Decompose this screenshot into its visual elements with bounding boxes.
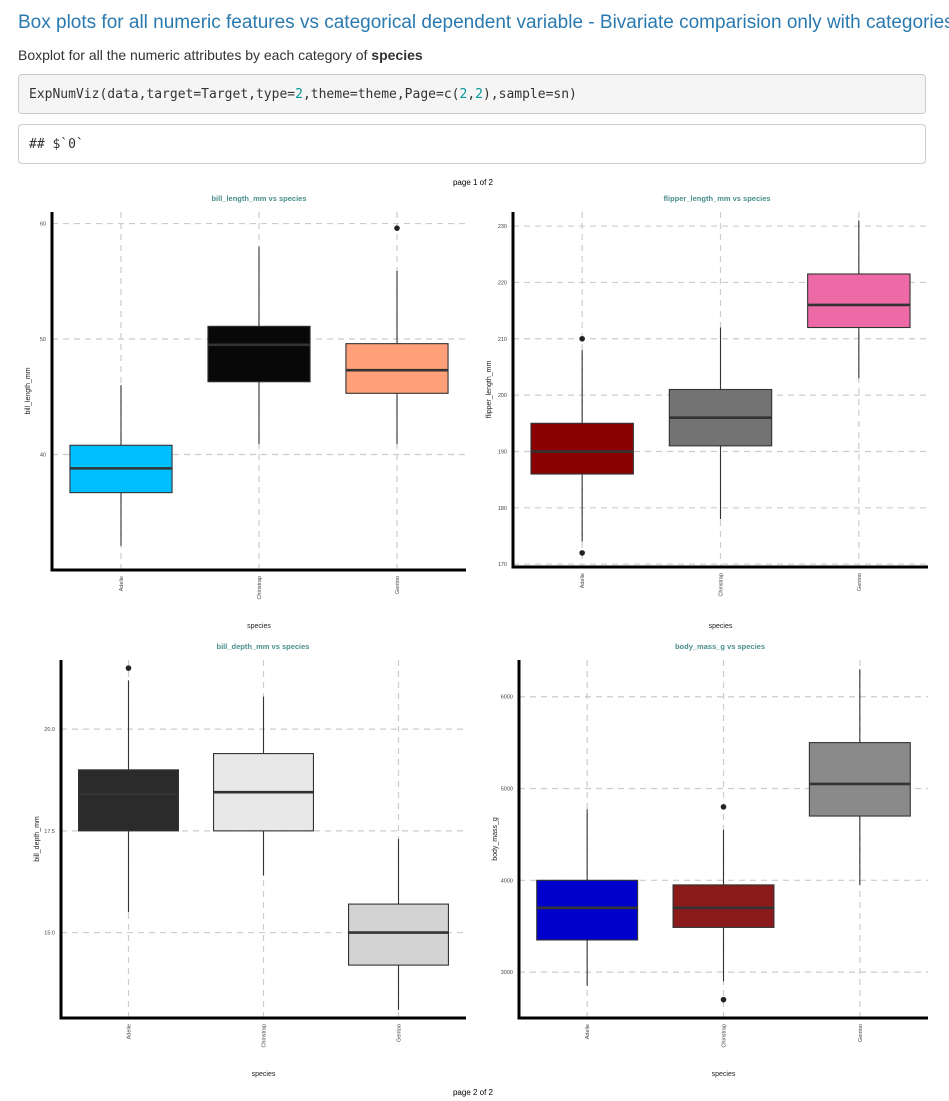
code-part: , [467,87,476,102]
x-tick-label: Adelie [585,1024,591,1039]
subtitle-target: species [371,47,423,63]
page-subtitle: Boxplot for all the numeric attributes b… [18,47,423,63]
code-number: 2 [459,87,468,102]
box [207,325,311,383]
boxplot-panel: 40 50 60 Adelie Chinstrap Gentoo bill_length_m… [25,194,466,630]
y-tick-label: 50 [40,337,46,343]
y-tick-label: 40 [40,453,46,459]
x-tick-label: Adelie [119,576,125,591]
page-label-bottom: page 2 of 2 [453,1088,494,1097]
panel-title: bill_depth_mm vs species [217,642,310,651]
outlier-point [579,550,585,556]
y-tick-label: 15.0 [44,931,55,937]
x-tick-label: Chinstrap [257,576,263,600]
outlier-point [125,665,132,671]
box [808,742,911,817]
page-label-top: page 1 of 2 [453,178,494,187]
y-tick-label: 17.5 [44,829,55,835]
y-tick-label: 220 [498,280,507,286]
box [77,769,180,832]
outlier-point [579,335,585,342]
x-tick-label: Chinstrap [722,1024,728,1048]
box [672,884,775,928]
x-tick-label: Gentoo [397,1024,403,1042]
boxplot-panel: 170 180 190 200 210 220 230 Adelie Chinstrap Gent… [486,194,928,630]
y-tick-label: 6000 [501,695,513,701]
x-tick-label: Gentoo [857,573,863,591]
box [530,422,634,475]
panel-title: flipper_length_mm vs species [663,194,770,203]
x-tick-label: Gentoo [395,576,401,594]
x-axis-label: species [712,1071,736,1078]
y-tick-label: 170 [498,562,507,568]
outlier-point [720,996,727,1003]
x-tick-label: Adelie [127,1024,133,1039]
y-tick-label: 4000 [501,878,513,884]
y-tick-label: 60 [40,222,46,228]
x-tick-label: Chinstrap [719,573,725,597]
y-axis-label: body_mass_g [492,817,499,861]
boxplot-panel: 15.0 17.5 20.0 Adelie Chinstrap Gentoo bill_de… [34,642,466,1078]
boxplot-panel: 3000 4000 5000 6000 Adelie Chinstrap Gentoo bod… [492,642,928,1078]
y-axis-label: flipper_length_mm [486,361,493,419]
panel-title: body_mass_g vs species [675,642,765,651]
x-axis-label: species [252,1071,276,1078]
code-part: ),sample=sn) [482,87,577,102]
y-tick-label: 5000 [501,787,513,793]
y-tick-label: 210 [498,337,507,343]
output-block: ## $`0` [18,124,926,164]
outlier-point [394,225,400,231]
code-part: ,theme=theme,Page=c( [302,87,460,102]
y-tick-label: 190 [498,449,507,455]
y-tick-label: 180 [498,506,507,512]
y-axis-label: bill_length_mm [25,367,32,414]
y-tick-label: 230 [498,224,507,230]
x-tick-label: Adelie [580,573,586,588]
y-axis-label: bill_depth_mm [34,816,41,862]
box [345,343,449,394]
box [807,273,911,329]
y-tick-label: 3000 [501,970,513,976]
y-tick-label: 200 [498,393,507,399]
boxplot-figure: page 1 of 2 page 2 of 2 40 50 60 Adelie Chin… [25,178,928,1097]
x-axis-label: species [247,623,271,630]
code-part: ExpNumViz(data,target=Target,type= [29,87,296,102]
y-tick-label: 20.0 [44,727,55,733]
x-tick-label: Chinstrap [262,1024,268,1048]
code-number: 2 [475,87,483,102]
code-block: ExpNumViz(data,target=Target,type=2,them… [18,74,926,114]
x-axis-label: species [709,623,733,630]
x-tick-label: Gentoo [858,1024,864,1042]
page-title: Box plots for all numeric features vs ca… [18,12,949,33]
subtitle-text: Boxplot for all the numeric attributes b… [18,47,372,63]
box [536,879,639,941]
box [347,903,449,966]
code-number: 2 [295,87,303,102]
panel-title: bill_length_mm vs species [211,194,306,203]
outlier-point [720,804,727,810]
